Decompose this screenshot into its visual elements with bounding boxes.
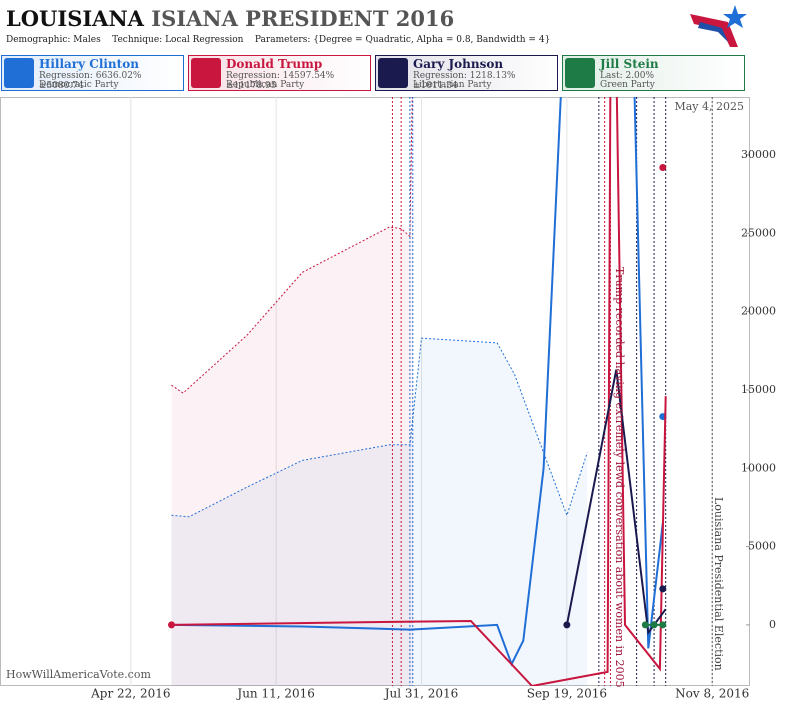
source: HowWillAmericaVote.com [6, 668, 151, 681]
band-fill [171, 338, 588, 686]
marker [563, 621, 571, 629]
band-bound [171, 97, 413, 394]
legend-stat: Regression: 14597.54% ±11178.95 [226, 71, 335, 91]
legend-icon [378, 58, 408, 88]
marker [659, 585, 667, 593]
x-tick-label: Apr 22, 2016 [90, 687, 170, 701]
plot-frame [0, 97, 750, 686]
x-tick-label: Jul 31, 2016 [383, 687, 459, 701]
marker [168, 621, 176, 629]
band-fill [171, 97, 413, 686]
y-tick-label: 10000 [741, 461, 776, 474]
marker [659, 163, 667, 171]
legend-name: Gary Johnson [413, 57, 504, 71]
title: LOUISIANA ISIANA PRESIDENT 2016 [6, 6, 454, 31]
legend-name: Jill Stein [600, 57, 659, 71]
y-tick-label: 25000 [741, 226, 776, 239]
x-tick-label: Sep 19, 2016 [527, 687, 607, 701]
y-tick-label: 20000 [741, 305, 776, 318]
marker [650, 621, 658, 629]
y-tick-label: 15000 [741, 383, 776, 396]
legend-icon [191, 58, 221, 88]
y-tick-label: 5000 [748, 540, 776, 553]
band-bound [171, 337, 588, 518]
legend-entry: Donald Trump Regression: 14597.54% ±11178… [188, 55, 371, 91]
logo [690, 5, 747, 47]
legend-name: Donald Trump [226, 57, 323, 71]
plot-area [130, 97, 713, 686]
annotation: Trump recorded having extremely lewd con… [613, 267, 626, 688]
title-rest: ISIANA PRESIDENT 2016 [151, 6, 455, 31]
legend-party: Green Party [600, 80, 655, 90]
legend-stat: Regression: 1218.13% ±1011.34 [413, 71, 516, 91]
legend-party: Democratic Party [39, 80, 119, 90]
marker [659, 621, 667, 629]
legend-entry: Gary Johnson Regression: 1218.13% ±1011.3… [375, 55, 558, 91]
title-main: LOUISIANA [6, 6, 144, 31]
legend-icon [4, 58, 34, 88]
series-line [565, 369, 667, 636]
y-tick-label: 0 [769, 618, 776, 631]
legend-entry: Jill Stein Last: 2.00% Green Party [562, 55, 745, 91]
series-line [171, 97, 667, 686]
legend-party: Republican Party [226, 80, 305, 90]
legend-stat: Last: 2.00% [600, 71, 655, 81]
date-label: May 4, 2025 [674, 100, 744, 113]
x-tick-label: Jun 11, 2016 [235, 687, 315, 701]
marker [641, 621, 649, 629]
legend-party: Libertarian Party [413, 80, 492, 90]
legend-name: Hillary Clinton [39, 57, 139, 71]
legend-stat: Regression: 6636.02% ±5080.74 [39, 71, 142, 91]
x-tick-label: Nov 8, 2016 [675, 687, 749, 701]
subtitle-item: Technique: Local Regression [112, 35, 244, 45]
marker [659, 413, 667, 421]
annotation: Louisiana Presidential Election [712, 497, 725, 671]
y-tick-label: 30000 [741, 148, 776, 161]
legend-icon [565, 58, 595, 88]
subtitle-item: Demographic: Males [6, 35, 101, 45]
series-line [171, 97, 664, 667]
subtitle-item: Parameters: {Degree = Quadratic, Alpha =… [254, 35, 551, 45]
legend-entry: Hillary Clinton Regression: 6636.02% ±508… [1, 55, 184, 91]
subtitle: Demographic: Males Technique: Local Regr… [6, 35, 550, 45]
